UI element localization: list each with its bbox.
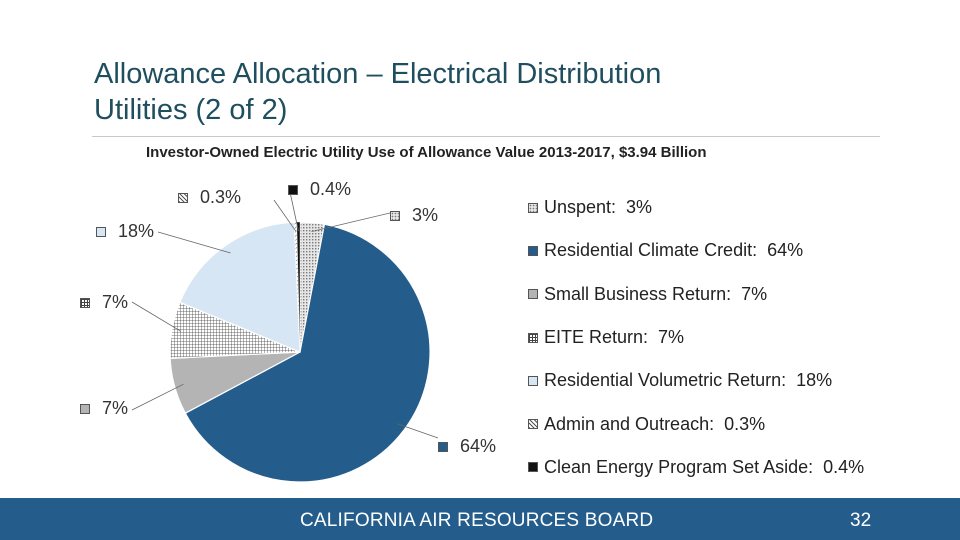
slice-label-clean-energy-program-set-aside: 0.4%: [288, 179, 351, 200]
slice-label-swatch: [80, 297, 90, 308]
slice-label-swatch: [438, 441, 448, 452]
legend-swatch: [528, 332, 538, 343]
slice-label-swatch: [288, 184, 298, 195]
legend-item-residential-climate-credit: Residential Climate Credit: 64%: [528, 229, 864, 272]
slice-label-admin-and-outreach: 0.3%: [178, 187, 241, 208]
legend-label: Small Business Return: 7%: [544, 283, 768, 304]
slice-label-swatch: [178, 192, 188, 203]
slice-label-swatch: [390, 210, 400, 221]
slice-value-label: 18%: [118, 221, 155, 241]
slice-label-swatch: [96, 226, 106, 237]
chart-legend: Unspent: 3% Residential Climate Credit: 6…: [528, 186, 864, 489]
legend-label: Unspent: 3%: [544, 197, 653, 218]
slice-value-label: 7%: [102, 292, 129, 312]
slice-value-label: 3%: [412, 205, 439, 225]
legend-item-clean-energy-program-set-aside: Clean Energy Program Set Aside: 0.4%: [528, 446, 864, 489]
pie-slice-residential-climate-credit: [184, 223, 431, 483]
legend-label: Residential Climate Credit: 64%: [544, 240, 804, 261]
footer-bar: CALIFORNIA AIR RESOURCES BOARD 32: [0, 498, 960, 540]
legend-item-admin-and-outreach: Admin and Outreach: 0.3%: [528, 402, 864, 445]
leader-line-admin-and-outreach: [273, 199, 297, 232]
legend-swatch: [528, 289, 538, 300]
leader-line-small-business-return: [131, 383, 184, 411]
legend-item-unspent: Unspent: 3%: [528, 186, 864, 229]
pie-chart: [131, 191, 439, 483]
leader-line-clean-energy-program-set-aside: [289, 191, 299, 232]
slice-label-swatch: [80, 403, 90, 414]
slice-value-label: 0.4%: [310, 179, 352, 199]
slice-label-residential-volumetric-return: 18%: [96, 221, 154, 242]
slice-label-eite-return: 7%: [80, 292, 128, 313]
legend-label: EITE Return: 7%: [544, 327, 685, 348]
pie-slice-residential-volumetric-return: [179, 221, 301, 353]
slide-title-line-2: Utilities (2 of 2): [94, 94, 288, 126]
legend-swatch: [528, 245, 538, 256]
slice-value-label: 7%: [102, 398, 129, 418]
leader-line-residential-volumetric-return: [157, 231, 231, 254]
legend-item-residential-volumetric-return: Residential Volumetric Return: 18%: [528, 359, 864, 402]
legend-item-small-business-return: Small Business Return: 7%: [528, 273, 864, 316]
legend-label: Admin and Outreach: 0.3%: [544, 413, 766, 434]
slide-title: Allowance Allocation – Electrical Distri…: [94, 56, 874, 128]
legend-label: Clean Energy Program Set Aside: 0.4%: [544, 456, 865, 477]
footer-organization: CALIFORNIA AIR RESOURCES BOARD: [300, 510, 654, 531]
slice-label-small-business-return: 7%: [80, 398, 128, 419]
legend-swatch: [528, 375, 538, 386]
legend-swatch: [528, 202, 538, 213]
chart-title: Investor-Owned Electric Utility Use of A…: [146, 144, 707, 161]
leader-line-eite-return: [131, 301, 182, 332]
legend-swatch: [528, 419, 538, 430]
slice-label-unspent: 3%: [390, 205, 438, 226]
slice-label-residential-climate-credit: 64%: [438, 436, 496, 457]
legend-label: Residential Volumetric Return: 18%: [544, 370, 833, 391]
legend-item-eite-return: EITE Return: 7%: [528, 316, 864, 359]
title-divider: [92, 136, 880, 137]
page-number: 32: [850, 510, 872, 531]
slice-value-label: 64%: [460, 436, 497, 456]
leader-line-residential-climate-credit: [397, 423, 439, 439]
leader-line-unspent: [311, 212, 391, 233]
slice-value-label: 0.3%: [200, 187, 242, 207]
slide-title-line-1: Allowance Allocation – Electrical Distri…: [94, 58, 662, 90]
legend-swatch: [528, 462, 538, 473]
